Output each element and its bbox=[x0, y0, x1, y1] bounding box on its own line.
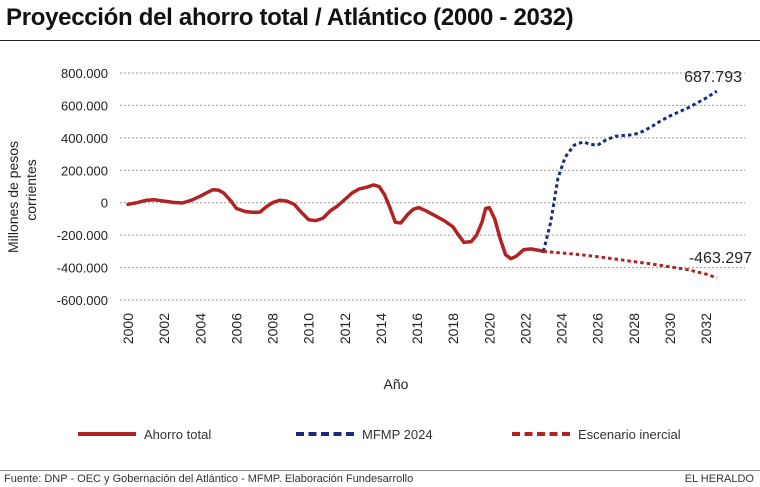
source-note: Fuente: DNP - OEC y Gobernación del Atlá… bbox=[4, 473, 414, 485]
x-tick-label: 2032 bbox=[698, 313, 714, 344]
x-tick-label: 2016 bbox=[409, 313, 425, 344]
legend-label: Ahorro total bbox=[144, 426, 212, 442]
y-axis-label: Millones de pesos bbox=[5, 141, 21, 253]
x-tick-label: 2028 bbox=[626, 313, 642, 344]
x-tick-label: 2018 bbox=[445, 313, 461, 344]
y-tick-label: -600.000 bbox=[57, 293, 108, 308]
x-tick-label: 2008 bbox=[265, 313, 281, 344]
y-axis-label-line2: corrientes bbox=[23, 159, 39, 220]
y-tick-label: -200.000 bbox=[57, 228, 108, 243]
y-tick-label: 200.000 bbox=[61, 163, 108, 178]
legend-label: Escenario inercial bbox=[578, 426, 681, 442]
x-tick-label: 2024 bbox=[554, 313, 570, 344]
y-axis-ticks: 800.000 600.000 400.000 200.000 0 -200.000 -40… bbox=[57, 66, 108, 308]
x-tick-label: 2020 bbox=[481, 313, 497, 344]
legend-item-mfmp-2024: MFMP 2024 bbox=[296, 426, 433, 442]
series-line-mfmp-2024 bbox=[541, 89, 718, 252]
brand-name: EL HERALDO bbox=[684, 473, 754, 485]
legend-item-ahorro-total: Ahorro total bbox=[78, 426, 211, 442]
series-line-ahorro-total bbox=[126, 183, 546, 261]
x-tick-label: 2002 bbox=[156, 313, 172, 344]
x-tick-label: 2030 bbox=[662, 313, 678, 344]
footer-divider bbox=[0, 470, 760, 471]
chart-title: Proyección del ahorro total / Atlántico … bbox=[6, 4, 574, 31]
x-tick-label: 2010 bbox=[301, 313, 317, 344]
annotation-inercial-end-value: -463.297 bbox=[689, 250, 752, 267]
y-tick-label: 800.000 bbox=[61, 66, 108, 81]
line-chart: 800.000 600.000 400.000 200.000 0 -200.000 -40… bbox=[5, 66, 752, 392]
y-tick-label: 0 bbox=[101, 196, 108, 211]
annotations: 687.793 -463.297 bbox=[684, 69, 752, 267]
x-tick-label: 2000 bbox=[120, 313, 136, 344]
x-tick-label: 2006 bbox=[228, 313, 244, 344]
x-tick-label: 2014 bbox=[373, 313, 389, 344]
y-tick-label: 400.000 bbox=[61, 131, 108, 146]
legend-label: MFMP 2024 bbox=[362, 426, 433, 442]
x-tick-label: 2012 bbox=[337, 313, 353, 344]
series-lines bbox=[126, 89, 718, 280]
x-tick-label: 2026 bbox=[590, 313, 606, 344]
series-line-escenario-inercial bbox=[543, 249, 718, 280]
x-axis-ticks: 2000 2002 2004 2006 2008 2010 2012 2014 2016 2018… bbox=[120, 313, 714, 344]
legend-swatch-solid bbox=[78, 432, 136, 436]
y-tick-label: 600.000 bbox=[61, 98, 108, 113]
x-tick-label: 2022 bbox=[517, 313, 533, 344]
legend-item-escenario-inercial: Escenario inercial bbox=[512, 426, 681, 442]
legend-swatch-blue-dashed bbox=[296, 432, 354, 436]
x-axis-label: Año bbox=[384, 376, 409, 392]
y-tick-label: -400.000 bbox=[57, 261, 108, 276]
legend-swatch-red-dashed bbox=[512, 432, 570, 436]
annotation-mfmp-end-value: 687.793 bbox=[684, 69, 742, 86]
title-divider bbox=[0, 40, 760, 41]
gridlines bbox=[120, 72, 745, 301]
x-tick-label: 2004 bbox=[192, 313, 208, 344]
